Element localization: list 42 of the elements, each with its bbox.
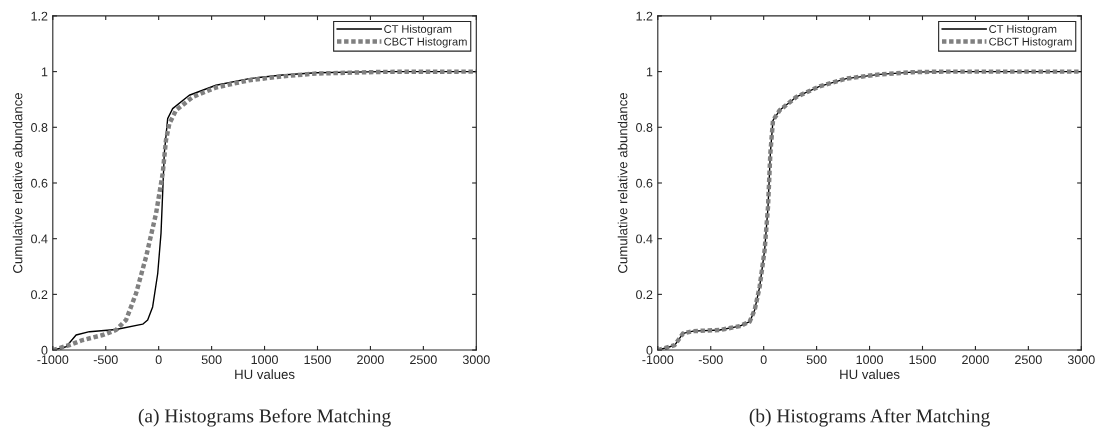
x-tick-label: 500	[201, 355, 222, 365]
legend-label: CBCT Histogram	[989, 37, 1072, 48]
x-tick-label: -1000	[37, 355, 69, 365]
x-tick-label: 3000	[1067, 355, 1095, 365]
x-tick-label: 0	[155, 355, 162, 365]
x-tick-label: 0	[760, 355, 767, 365]
text: (a) Histograms Before Matching	[138, 408, 391, 427]
y-tick-label: 1	[41, 67, 48, 77]
y-axis-title: Cumulative relative abundance	[617, 92, 628, 273]
x-tick-label: 1500	[304, 355, 331, 365]
x-tick-label: 3000	[462, 355, 490, 365]
y-tick-label: 0	[41, 345, 48, 355]
y-tick-label: 1	[646, 67, 653, 77]
y-tick-label: 0	[646, 345, 653, 355]
legend-label: CT Histogram	[989, 24, 1057, 36]
y-tick-label: 0.4	[636, 234, 653, 244]
y-tick-label: 1.2	[31, 11, 48, 21]
x-axis-title: HU values	[235, 369, 295, 380]
y-tick-label: 0.2	[31, 290, 48, 300]
text: (b) Histograms After Matching	[749, 408, 990, 427]
y-tick-label: 0.2	[636, 290, 653, 300]
y-tick-label: 0.8	[636, 123, 653, 132]
x-tick-label: 1500	[909, 355, 936, 365]
x-tick-label: 2500	[1015, 355, 1042, 365]
y-tick-label: 1.2	[636, 11, 653, 21]
x-tick-label: -500	[93, 355, 118, 365]
x-tick-label: 2000	[962, 355, 989, 365]
x-tick-label: 1000	[856, 355, 883, 365]
y-tick-label: 0.4	[31, 234, 48, 244]
x-tick-label: 500	[806, 355, 827, 365]
legend-label: CBCT Histogram	[384, 37, 467, 48]
legend-label: CT Histogram	[384, 24, 452, 36]
x-axis-title: HU values	[840, 369, 900, 380]
x-tick-label: 1000	[251, 355, 278, 365]
y-axis-title: Cumulative relative abundance	[12, 92, 23, 273]
y-tick-label: 0.6	[31, 178, 48, 188]
y-tick-label: 0.8	[31, 123, 48, 132]
x-tick-label: -500	[698, 355, 723, 365]
x-tick-label: -1000	[642, 355, 674, 365]
x-tick-label: 2500	[410, 355, 437, 365]
x-tick-label: 2000	[357, 355, 384, 365]
y-tick-label: 0.6	[636, 178, 653, 188]
